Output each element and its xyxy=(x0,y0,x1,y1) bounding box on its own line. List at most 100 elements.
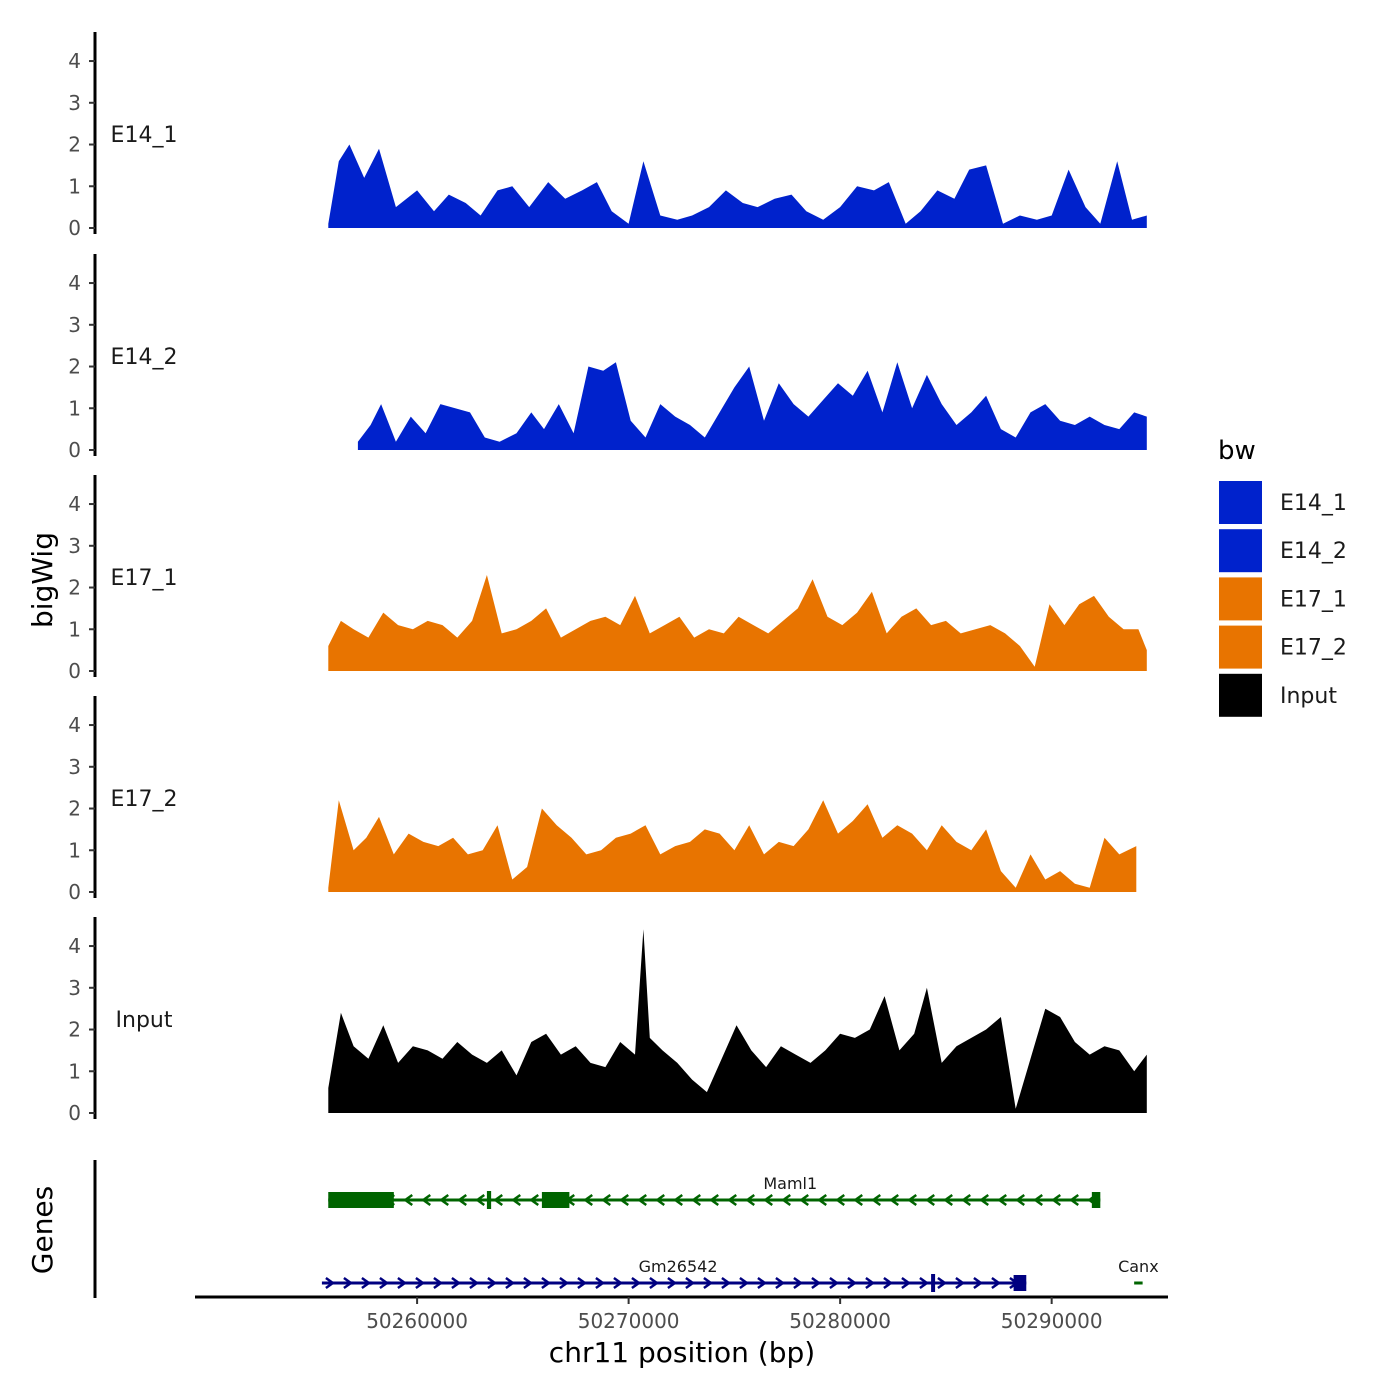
strand-arrow xyxy=(541,1276,552,1290)
tracks-group: 0 1 2 3 4 E14_1 0 1 2 3 4 E14_2 0 1 2 3 4 E17_1 0 1 2 3 4 E17_2… xyxy=(68,32,1147,1125)
y-tick-label: 2 xyxy=(68,797,81,821)
track-label: Input xyxy=(116,1008,173,1033)
y-tick-label: 2 xyxy=(68,1018,81,1042)
gene-canx: Canx xyxy=(1118,1257,1159,1285)
strand-arrow xyxy=(469,1276,480,1290)
y-tick-label: 0 xyxy=(68,1101,81,1125)
strand-arrow xyxy=(973,1276,984,1290)
y-tick-label: 4 xyxy=(68,271,81,295)
legend-title: bw xyxy=(1218,436,1256,466)
strand-arrow xyxy=(439,1193,449,1207)
coverage-area xyxy=(328,800,1137,892)
y-tick-label: 0 xyxy=(68,216,81,240)
track-e14-1: 0 1 2 3 4 E14_1 xyxy=(68,32,1147,240)
track-label: E17_1 xyxy=(111,566,178,591)
y-tick-label: 0 xyxy=(68,880,81,904)
coverage-area xyxy=(328,575,1147,671)
y-tick-label: 1 xyxy=(68,617,81,641)
strand-arrow xyxy=(817,1193,827,1207)
strand-arrow xyxy=(961,1193,971,1207)
legend: E14_1 E14_2 E17_1 E17_2 Input xyxy=(1217,479,1347,719)
strand-arrow xyxy=(631,1276,642,1290)
strand-arrow xyxy=(919,1276,930,1290)
y-axis-title: bigWig xyxy=(26,532,59,628)
y-tick-label: 2 xyxy=(68,576,81,600)
strand-arrow xyxy=(595,1276,606,1290)
x-tick-label: 50260000 xyxy=(366,1309,468,1333)
track-input: 0 1 2 3 4 Input xyxy=(68,917,1147,1125)
strand-arrow xyxy=(1051,1193,1061,1207)
gene-exon xyxy=(328,1192,394,1208)
gene-exon xyxy=(486,1191,492,1209)
strand-arrow xyxy=(883,1276,894,1290)
y-tick-label: 4 xyxy=(68,49,81,73)
strand-arrow xyxy=(577,1276,588,1290)
y-tick-label: 3 xyxy=(68,755,81,779)
gene-exon xyxy=(1013,1275,1027,1291)
strand-arrow xyxy=(583,1193,593,1207)
strand-arrow xyxy=(739,1276,750,1290)
gene-gm26542: Gm26542 xyxy=(321,1257,1027,1292)
legend-label: E17_2 xyxy=(1280,636,1347,661)
y-tick-label: 4 xyxy=(68,492,81,516)
strand-arrow xyxy=(493,1193,503,1207)
strand-arrow xyxy=(403,1193,413,1207)
strand-arrow xyxy=(709,1193,719,1207)
y-tick-label: 4 xyxy=(68,934,81,958)
track-e14-2: 0 1 2 3 4 E14_2 xyxy=(68,254,1147,462)
strand-arrow xyxy=(451,1276,462,1290)
strand-arrow xyxy=(523,1276,534,1290)
strand-arrow xyxy=(871,1193,881,1207)
strand-arrow xyxy=(505,1276,516,1290)
x-axis: 50260000 50270000 50280000 50290000 xyxy=(195,1295,1168,1333)
gene-label: Maml1 xyxy=(763,1174,817,1193)
strand-arrow xyxy=(925,1193,935,1207)
strand-arrow xyxy=(685,1276,696,1290)
strand-arrow xyxy=(1033,1193,1043,1207)
strand-arrow xyxy=(343,1276,354,1290)
track-e17-2: 0 1 2 3 4 E17_2 xyxy=(68,696,1137,904)
x-tick-label: 50290000 xyxy=(1001,1309,1103,1333)
legend-swatch xyxy=(1217,479,1264,526)
strand-arrow xyxy=(667,1276,678,1290)
track-label: E14_2 xyxy=(111,345,178,370)
genes-axis-title: Genes xyxy=(26,1186,59,1274)
strand-arrow xyxy=(475,1193,485,1207)
strand-arrow xyxy=(325,1276,336,1290)
strand-arrow xyxy=(703,1276,714,1290)
strand-arrow xyxy=(619,1193,629,1207)
gene-label: Canx xyxy=(1118,1257,1159,1276)
track-e17-1: 0 1 2 3 4 E17_1 xyxy=(68,475,1147,683)
strand-arrow xyxy=(415,1276,426,1290)
strand-arrow xyxy=(901,1276,912,1290)
x-tick-label: 50270000 xyxy=(578,1309,680,1333)
strand-arrow xyxy=(1015,1193,1025,1207)
y-tick-label: 4 xyxy=(68,713,81,737)
strand-arrow xyxy=(745,1193,755,1207)
y-tick-label: 3 xyxy=(68,976,81,1000)
strand-arrow xyxy=(529,1193,539,1207)
coverage-area xyxy=(357,362,1147,450)
y-tick-label: 1 xyxy=(68,1059,81,1083)
y-tick-label: 1 xyxy=(68,174,81,198)
strand-arrow xyxy=(997,1193,1007,1207)
strand-arrow xyxy=(637,1193,647,1207)
strand-arrow xyxy=(799,1193,809,1207)
strand-arrow xyxy=(781,1193,791,1207)
strand-arrow xyxy=(691,1193,701,1207)
y-tick-label: 0 xyxy=(68,438,81,462)
y-tick-label: 2 xyxy=(68,133,81,157)
strand-arrow xyxy=(943,1193,953,1207)
strand-arrow xyxy=(655,1193,665,1207)
strand-arrow xyxy=(955,1276,966,1290)
strand-arrow xyxy=(865,1276,876,1290)
strand-arrow xyxy=(991,1276,1002,1290)
strand-arrow xyxy=(757,1276,768,1290)
strand-arrow xyxy=(1069,1193,1079,1207)
strand-arrow xyxy=(853,1193,863,1207)
gene-exon xyxy=(1091,1192,1101,1208)
strand-arrow xyxy=(613,1276,624,1290)
legend-swatch xyxy=(1217,671,1264,719)
strand-arrow xyxy=(775,1276,786,1290)
